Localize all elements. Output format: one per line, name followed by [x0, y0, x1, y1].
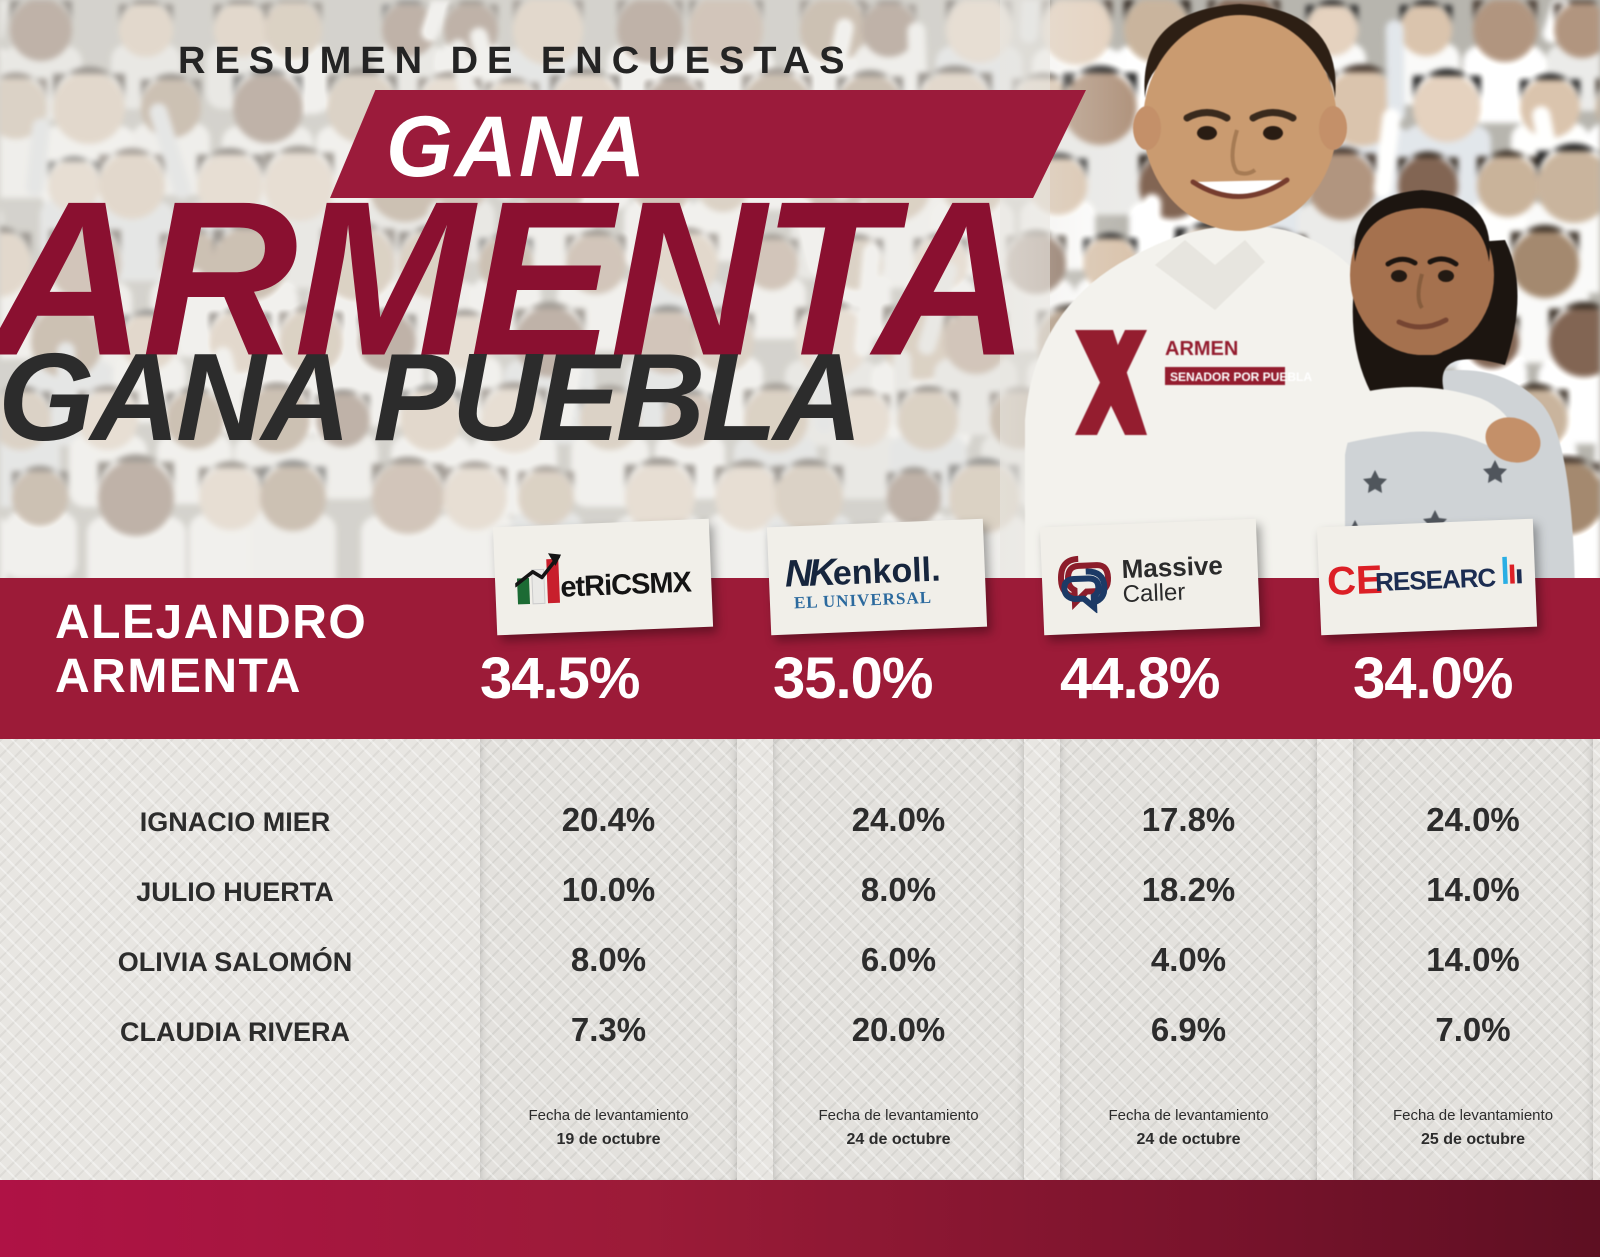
svg-text:RESEARC: RESEARC — [1375, 562, 1497, 597]
svg-text:Caller: Caller — [1122, 579, 1186, 608]
svg-text:etRiCSMX: etRiCSMX — [560, 566, 692, 603]
svg-text:EL UNIVERSAL: EL UNIVERSAL — [793, 588, 932, 613]
svg-text:enkoll.: enkoll. — [832, 550, 941, 592]
svg-text:SENADOR POR PUEBLA: SENADOR POR PUEBLA — [1170, 370, 1312, 384]
svg-text:ARMEN: ARMEN — [1165, 338, 1238, 360]
